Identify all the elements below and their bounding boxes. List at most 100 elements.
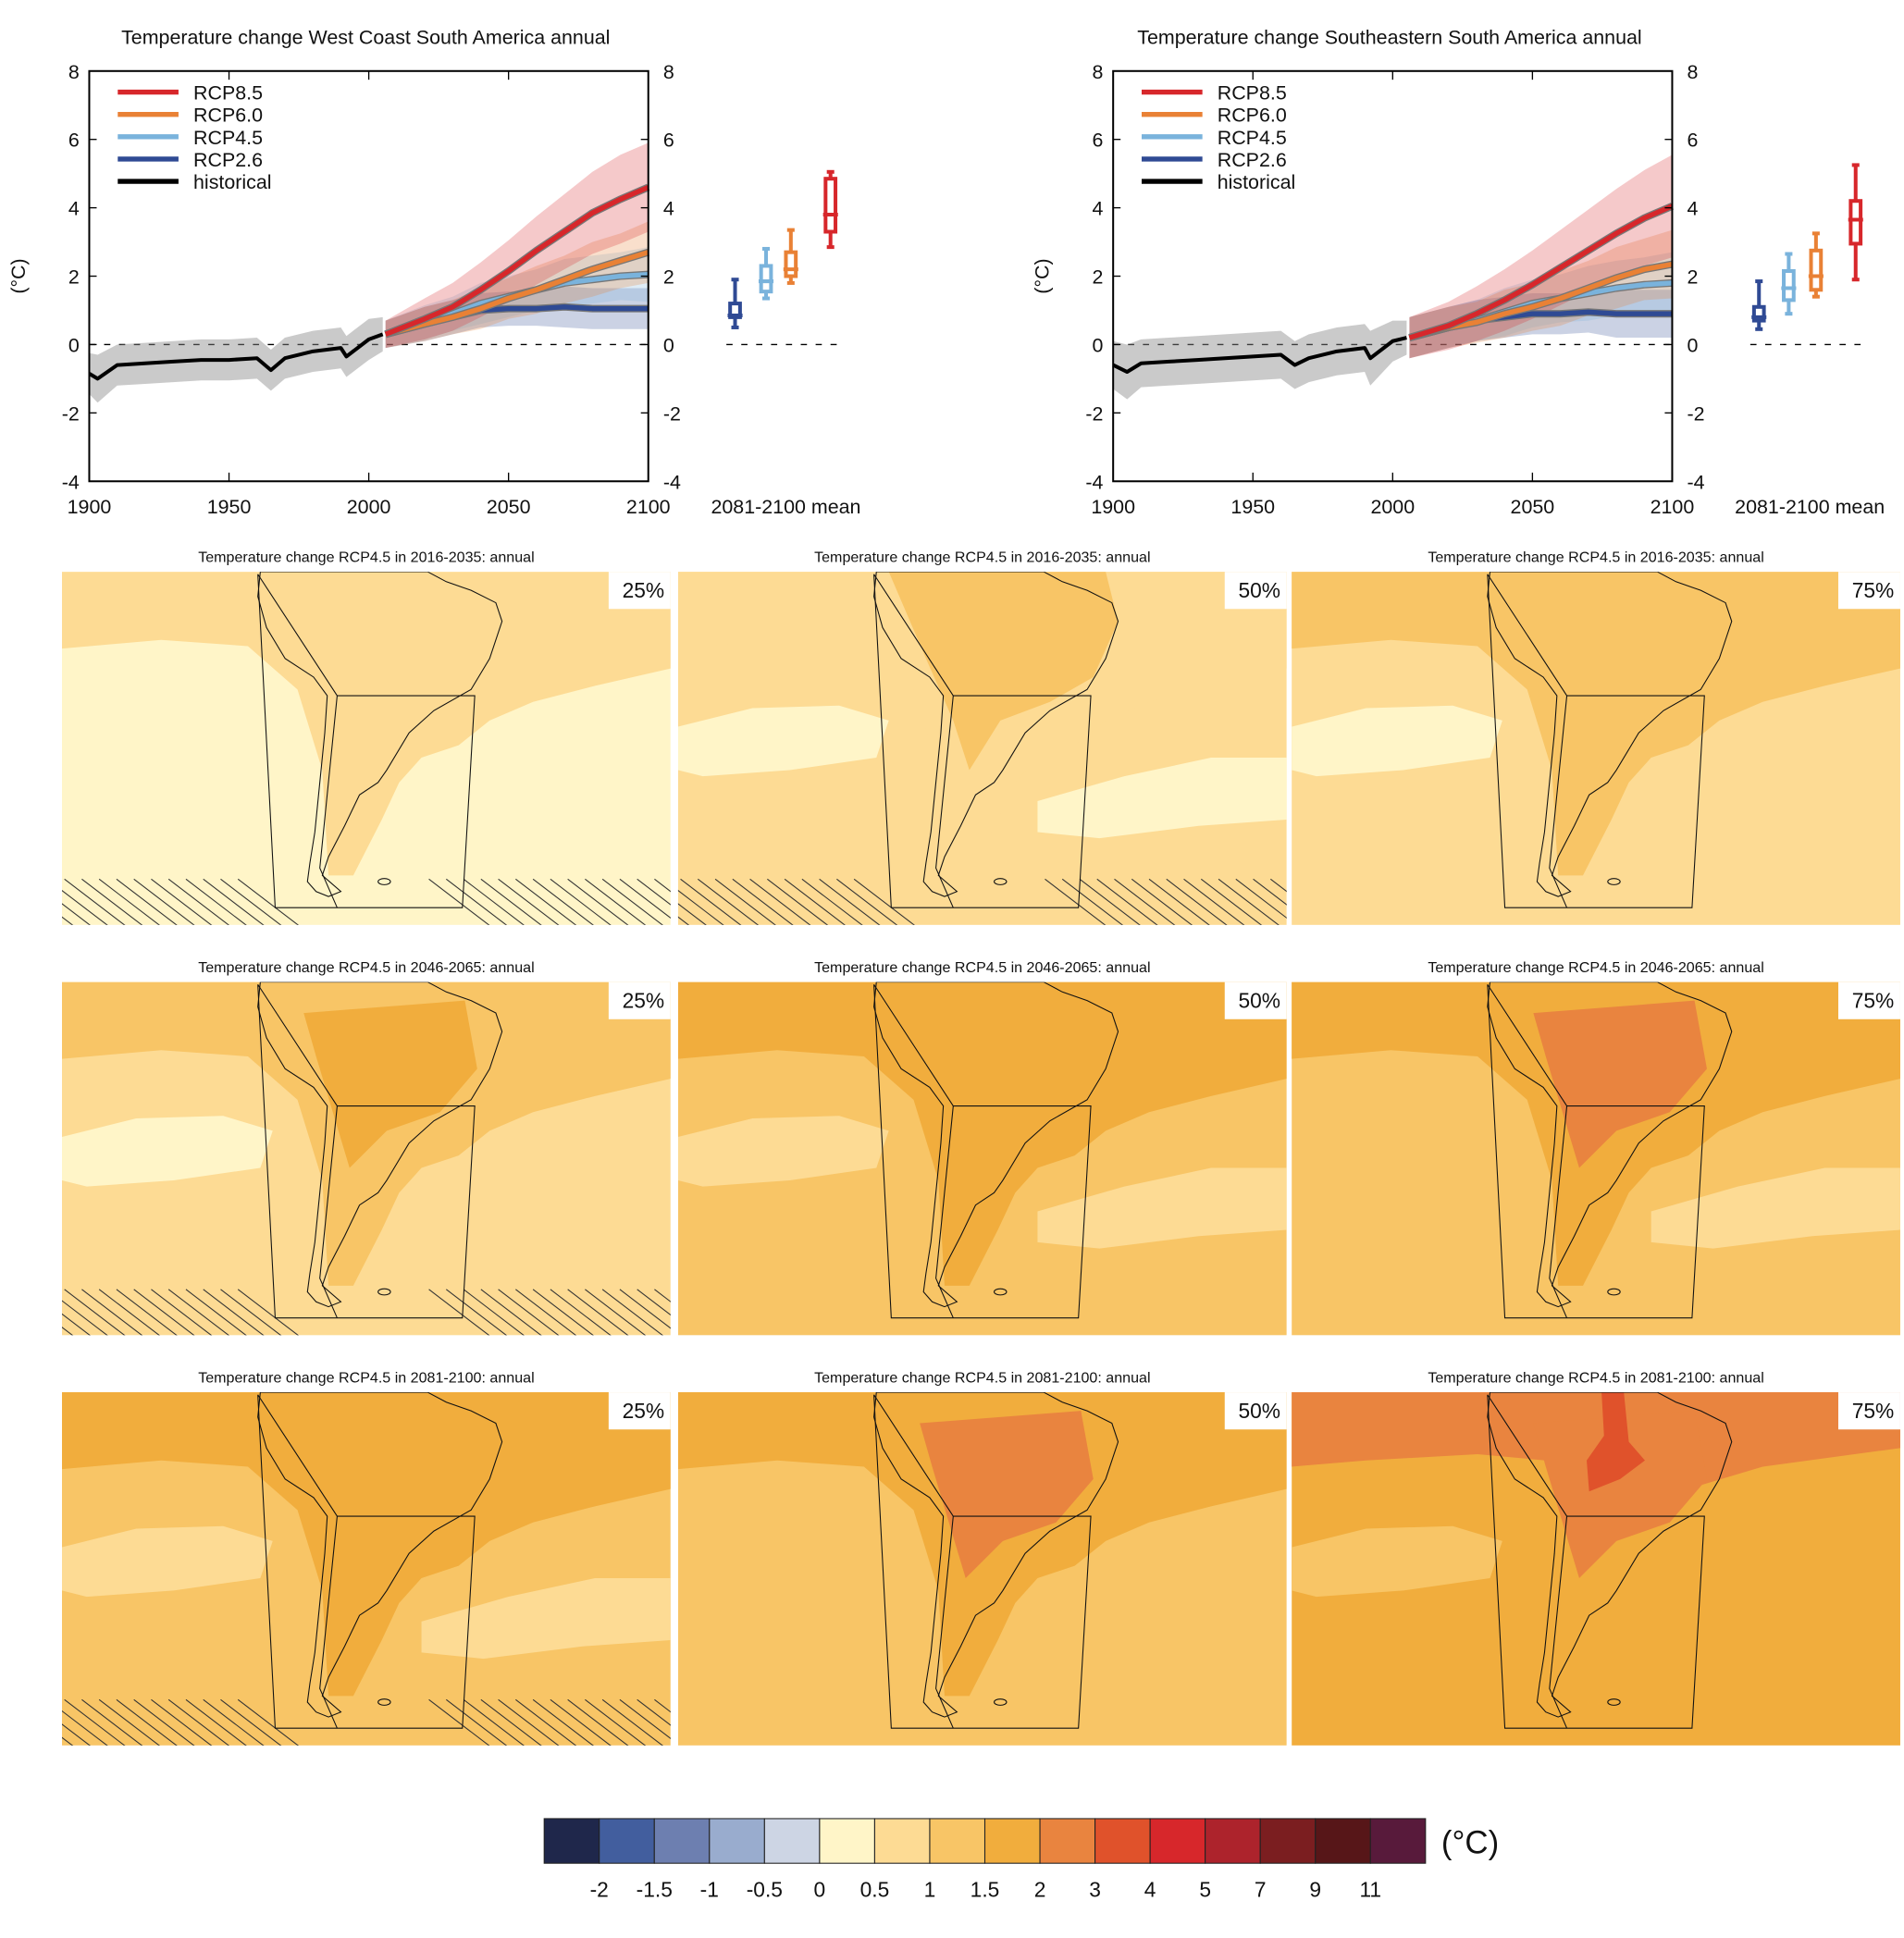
hatch-line — [784, 878, 846, 925]
y-tick-label-right: -4 — [663, 471, 681, 493]
hatch-line — [203, 1289, 265, 1336]
map-title: Temperature change RCP4.5 in 2046-2065: … — [198, 959, 534, 976]
hatch-line — [677, 903, 707, 925]
colorbar-bin — [763, 1818, 821, 1864]
y-tick-label: 2 — [1093, 266, 1104, 289]
significance-hatching — [677, 878, 1287, 925]
boxplot-axis-label: 2081-2100 mean — [1735, 496, 1885, 518]
map-contour-zone — [1651, 1167, 1900, 1249]
percentile-label: 50% — [1238, 578, 1280, 602]
y-tick-label: 6 — [1093, 130, 1104, 152]
colorbar-bin — [653, 1818, 711, 1864]
map-title: Temperature change RCP4.5 in 2046-2065: … — [814, 959, 1150, 976]
map-panels: Temperature change RCP4.5 in 2016-2035: … — [61, 549, 1900, 1746]
map-contour-zone — [1292, 1525, 1502, 1598]
hatch-line — [677, 916, 690, 925]
hatch-line — [185, 878, 247, 925]
hatch-line — [1061, 878, 1124, 925]
hatch-line — [133, 1698, 195, 1746]
coastline-south-america — [1487, 1392, 1733, 1718]
colorbar-tick-label: -1.5 — [637, 1877, 673, 1901]
hatch-line — [98, 1698, 160, 1746]
hatch-line — [61, 1723, 91, 1746]
colorbar-bin — [819, 1818, 875, 1864]
hatch-line — [1235, 878, 1287, 919]
hatch-line — [801, 878, 863, 925]
y-tick-label: 2 — [68, 266, 80, 289]
hatch-line — [585, 1289, 647, 1336]
hatch-line — [515, 1289, 577, 1336]
colorbar-bin — [983, 1818, 1041, 1864]
ensemble-spread-historical — [1113, 320, 1407, 400]
legend-label: RCP8.5 — [1218, 82, 1287, 105]
colorbar-tick-label: 1.5 — [971, 1877, 1000, 1901]
colorbar-bin — [709, 1818, 765, 1864]
hatch-line — [515, 1698, 577, 1746]
y-tick-label-right: -4 — [1688, 471, 1705, 493]
hatch-line — [619, 1698, 671, 1739]
region-outline-boxes — [873, 574, 1092, 908]
hatch-line — [151, 1698, 213, 1746]
x-tick-label: 2100 — [1651, 496, 1695, 518]
map-title: Temperature change RCP4.5 in 2046-2065: … — [1428, 959, 1763, 976]
boxplot-rcp85 — [822, 169, 838, 250]
map-contour-zone — [61, 572, 671, 876]
boxplot-rcp60 — [1808, 231, 1824, 299]
map-contour-zone — [677, 705, 889, 777]
hatch-line — [585, 1698, 647, 1746]
coastline-south-america — [873, 981, 1119, 1308]
coastline-falklands — [377, 1698, 391, 1706]
percentile-label: 75% — [1852, 578, 1895, 602]
hatch-line — [446, 878, 508, 925]
hatch-line — [133, 878, 195, 925]
hatch-line — [116, 1289, 178, 1336]
hatch-line — [446, 1698, 508, 1746]
percentile-label-box — [608, 1392, 671, 1430]
hatch-line — [61, 1710, 108, 1746]
hatch-line — [637, 1289, 671, 1316]
coastline-south-america — [873, 1392, 1119, 1718]
coastline-falklands — [1607, 1288, 1621, 1296]
boxplot-rcp60 — [783, 228, 798, 285]
colorbar: -2 -1.5 -1 -0.5 0 0.5 1 1.5 2 3 4 5 7 9 11 (°C) — [543, 1818, 1499, 1901]
region-outline-boxes — [257, 574, 476, 908]
hatch-line — [446, 1289, 508, 1336]
hatch-line — [585, 878, 647, 925]
percentile-label-box — [1837, 981, 1900, 1019]
hatch-line — [1166, 878, 1228, 925]
hatch-line — [61, 1736, 74, 1746]
map-contour-zone — [1533, 1000, 1707, 1168]
hatch-line — [498, 878, 560, 925]
x-tick-label: 2100 — [626, 496, 671, 518]
hatch-line — [237, 878, 300, 925]
hatch-line — [151, 878, 213, 925]
y-tick-label-right: 0 — [1688, 334, 1699, 356]
map-contour-zone — [677, 981, 1287, 1286]
region-boundary-wsa-sesa — [319, 1515, 338, 1729]
colorbar-bin — [1094, 1818, 1151, 1864]
colorbar-tick-label: -2 — [590, 1877, 609, 1901]
percentile-label: 50% — [1238, 989, 1280, 1013]
coastline-south-america — [257, 572, 503, 897]
colorbar-bin — [1369, 1818, 1427, 1864]
colorbar-tick-label: 0.5 — [860, 1877, 890, 1901]
region-outline-boxes — [1487, 983, 1705, 1319]
hatch-line — [654, 1289, 671, 1302]
hatch-line — [185, 1289, 247, 1336]
hatch-line — [1096, 878, 1158, 925]
region-outline-boxes — [873, 1394, 1092, 1729]
y-tick-label-right: 0 — [663, 334, 674, 356]
colorbar-unit-label: (°C) — [1441, 1824, 1499, 1860]
hatch-line — [61, 889, 108, 925]
hatch-line — [61, 1300, 108, 1336]
hatch-line — [619, 878, 671, 919]
hatch-line — [61, 903, 91, 925]
hatch-line — [698, 878, 760, 925]
significance-hatching — [61, 878, 671, 925]
hatch-line — [116, 878, 178, 925]
map-title: Temperature change RCP4.5 in 2081-2100: … — [1428, 1369, 1763, 1386]
y-tick-label-right: -2 — [663, 402, 681, 425]
hatch-line — [203, 878, 265, 925]
legend-label: RCP6.0 — [193, 105, 263, 127]
legend-label: RCP4.5 — [1218, 127, 1287, 149]
